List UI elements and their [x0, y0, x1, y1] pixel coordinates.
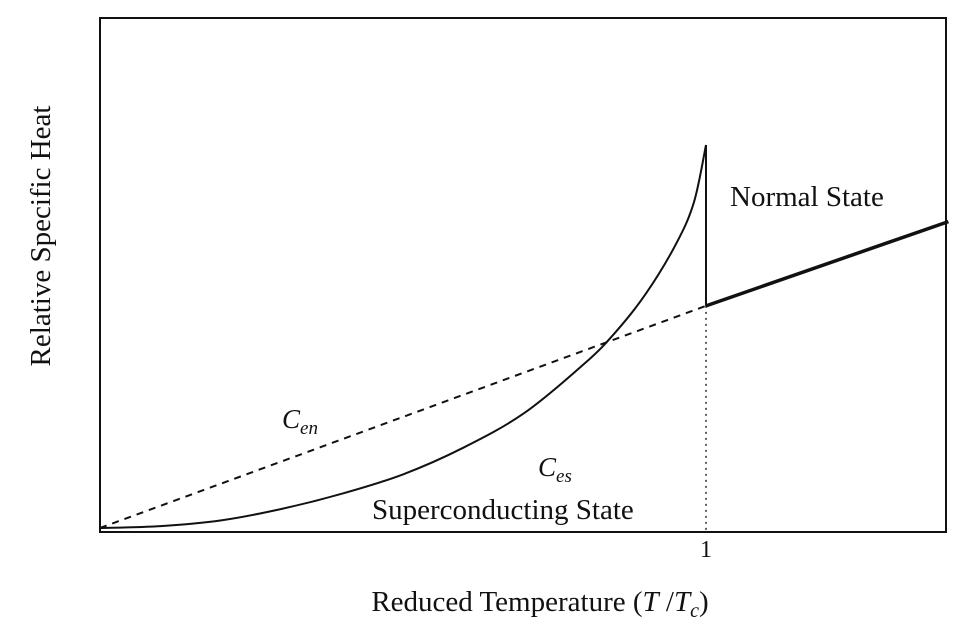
x-tick-label: 1	[700, 537, 712, 563]
annotation-normal-state: Normal State	[730, 181, 884, 213]
y-axis-label: Relative Specific Heat	[25, 106, 57, 367]
series-normal-line	[705, 219, 949, 308]
series-cen-line	[99, 304, 707, 529]
label-ces-main: C	[538, 452, 557, 482]
series-layer	[99, 144, 949, 529]
series-ces-line	[99, 144, 707, 529]
x-axis-label: Reduced Temperature (T /Tc)	[371, 586, 708, 622]
label-ces: Ces	[538, 452, 572, 487]
tick-layer: 1	[700, 537, 712, 563]
label-ces-sub: es	[556, 466, 572, 487]
plot-frame	[99, 17, 947, 533]
label-cen-sub: en	[300, 418, 318, 439]
label-cen: Cen	[282, 404, 318, 439]
label-cen-main: C	[282, 404, 301, 434]
annotation-superconducting-state: Superconducting State	[372, 494, 634, 526]
